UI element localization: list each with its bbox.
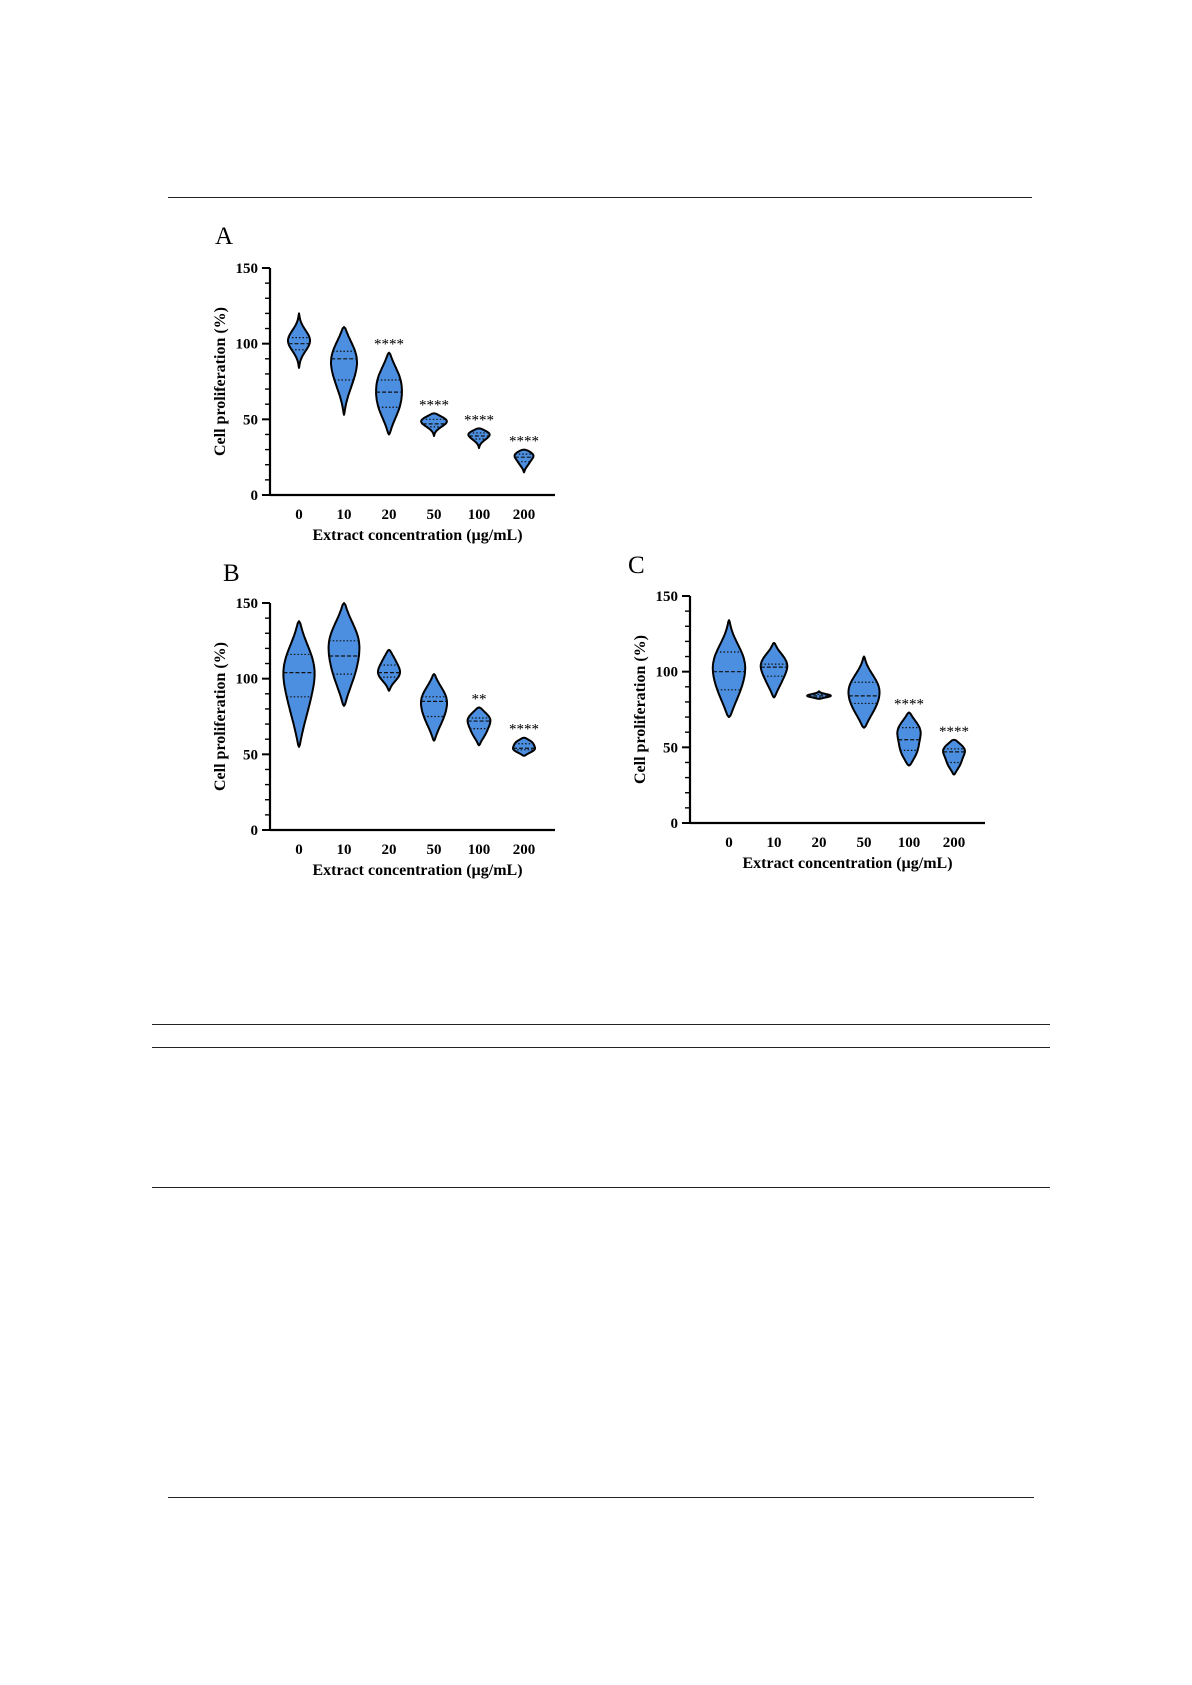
violin-200: **** [939, 724, 969, 776]
bottom-rule [168, 1497, 1034, 1498]
violin-200: **** [509, 722, 539, 757]
table-header-rule [152, 1047, 1050, 1048]
y-axis-label: Cell proliferation (%) [212, 642, 229, 791]
violin-body [377, 648, 401, 692]
violin-body [847, 655, 881, 729]
table-bottom-rule [152, 1187, 1050, 1188]
violin-body [420, 673, 448, 742]
significance-label: **** [894, 697, 924, 713]
x-tick-label: 200 [943, 835, 966, 851]
violin-50 [420, 673, 448, 742]
y-axis-label: Cell proliferation (%) [632, 635, 649, 784]
violin-0 [282, 620, 316, 748]
violin-body [327, 602, 361, 707]
violin-body [942, 738, 966, 776]
x-tick-label: 20 [382, 842, 397, 858]
significance-label: ** [472, 691, 487, 707]
top-rule [168, 197, 1032, 198]
violin-200: **** [509, 434, 539, 474]
violin-body [420, 412, 448, 437]
y-tick-label: 50 [243, 747, 258, 763]
violin-body [467, 427, 491, 450]
panel-letter-b: B [223, 560, 240, 587]
x-tick-label: 100 [468, 507, 491, 523]
violin-0 [711, 619, 747, 719]
violin-100: ** [466, 691, 492, 747]
significance-label: **** [374, 337, 404, 353]
y-tick-label: 150 [656, 589, 679, 605]
panel-letter-a: A [215, 223, 234, 250]
violin-100: **** [894, 697, 924, 767]
y-tick-label: 0 [251, 488, 259, 504]
significance-label: **** [509, 434, 539, 450]
y-tick-label: 150 [236, 261, 259, 277]
x-tick-label: 200 [513, 507, 536, 523]
y-tick-label: 100 [236, 672, 259, 688]
violin-body [330, 326, 358, 416]
violin-body [466, 706, 492, 747]
violin-body [287, 312, 311, 369]
y-tick-label: 100 [656, 665, 679, 681]
significance-label: **** [939, 724, 969, 740]
x-tick-label: 20 [382, 507, 397, 523]
panel-b: B 0 50 100 150 Cell proliferation (%) 0 10 20 50… [195, 551, 575, 886]
x-tick-label: 100 [468, 842, 491, 858]
table-top-rule [152, 1024, 1050, 1025]
x-axis-label: Extract concentration (µg/mL) [742, 855, 952, 872]
violin-body [375, 351, 403, 436]
panel-a: A 0 50 100 150 Cell proliferation (%) 0 10 20 50… [195, 215, 575, 550]
y-tick-label: 100 [236, 337, 259, 353]
significance-label: **** [464, 412, 494, 428]
y-tick-label: 0 [671, 816, 679, 832]
violin-50: **** [419, 397, 449, 437]
panel-c: C 0 50 100 150 Cell proliferation (%) 0 10 20 50… [615, 544, 995, 879]
x-tick-label: 10 [337, 507, 352, 523]
violin-50 [847, 655, 881, 729]
y-tick-label: 50 [663, 740, 678, 756]
chart-b: 0 50 100 150 Cell proliferation (%) 0 10 20 50 10… [212, 596, 555, 879]
x-tick-label: 200 [513, 842, 536, 858]
significance-label: **** [419, 397, 449, 413]
chart-a: 0 50 100 150 Cell proliferation (%) 0 10 20 50 10… [212, 261, 555, 544]
significance-label: **** [509, 722, 539, 738]
violin-body [711, 619, 747, 719]
x-tick-label: 50 [427, 507, 442, 523]
violin-body [513, 448, 535, 474]
x-tick-label: 20 [812, 835, 827, 851]
x-tick-label: 10 [337, 842, 352, 858]
violin-body [759, 641, 789, 699]
x-tick-label: 50 [857, 835, 872, 851]
x-tick-label: 100 [898, 835, 921, 851]
y-axis-label: Cell proliferation (%) [212, 307, 229, 456]
violin-100: **** [464, 412, 494, 450]
x-tick-label: 0 [295, 507, 303, 523]
violin-body [512, 736, 536, 757]
x-tick-label: 0 [725, 835, 733, 851]
x-tick-label: 50 [427, 842, 442, 858]
panel-letter-c: C [628, 552, 645, 579]
violin-10 [759, 641, 789, 699]
x-axis-label: Extract concentration (µg/mL) [312, 527, 522, 544]
x-tick-label: 10 [767, 835, 782, 851]
violin-0 [287, 312, 311, 369]
y-tick-label: 50 [243, 412, 258, 428]
y-tick-label: 150 [236, 596, 259, 612]
y-tick-label: 0 [251, 823, 259, 839]
chart-c: 0 50 100 150 Cell proliferation (%) 0 10 20 50 10… [632, 589, 985, 872]
violin-10 [327, 602, 361, 707]
violin-20: **** [374, 337, 404, 436]
violin-20 [377, 648, 401, 692]
violin-body [282, 620, 316, 748]
violin-10 [330, 326, 358, 416]
x-axis-label: Extract concentration (µg/mL) [312, 862, 522, 879]
violin-20 [806, 690, 832, 700]
x-tick-label: 0 [295, 842, 303, 858]
violin-body [896, 711, 922, 767]
